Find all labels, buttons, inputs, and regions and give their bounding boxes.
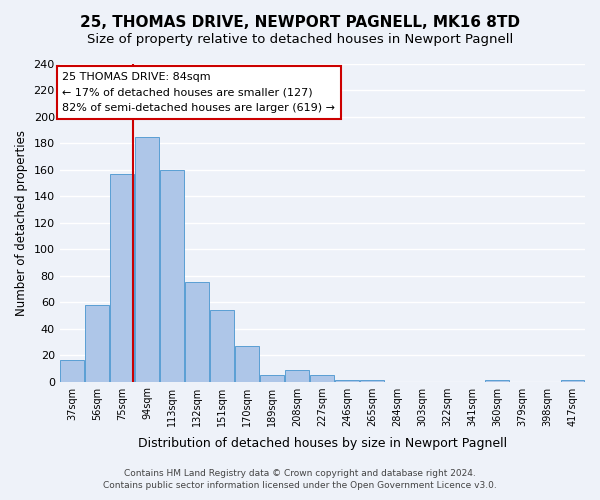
Bar	[310, 375, 334, 382]
Text: Contains HM Land Registry data © Crown copyright and database right 2024.
Contai: Contains HM Land Registry data © Crown c…	[103, 468, 497, 490]
Text: Size of property relative to detached houses in Newport Pagnell: Size of property relative to detached ho…	[87, 32, 513, 46]
Bar	[110, 174, 134, 382]
Bar	[85, 305, 109, 382]
Bar	[185, 282, 209, 382]
Bar	[560, 380, 584, 382]
Bar	[286, 370, 309, 382]
Bar	[135, 137, 159, 382]
X-axis label: Distribution of detached houses by size in Newport Pagnell: Distribution of detached houses by size …	[138, 437, 507, 450]
Y-axis label: Number of detached properties: Number of detached properties	[15, 130, 28, 316]
Bar	[335, 380, 359, 382]
Bar	[260, 375, 284, 382]
Bar	[235, 346, 259, 382]
Bar	[210, 310, 234, 382]
Bar	[361, 380, 385, 382]
Text: 25 THOMAS DRIVE: 84sqm
← 17% of detached houses are smaller (127)
82% of semi-de: 25 THOMAS DRIVE: 84sqm ← 17% of detached…	[62, 72, 335, 113]
Text: 25, THOMAS DRIVE, NEWPORT PAGNELL, MK16 8TD: 25, THOMAS DRIVE, NEWPORT PAGNELL, MK16 …	[80, 15, 520, 30]
Bar	[160, 170, 184, 382]
Bar	[60, 360, 84, 382]
Bar	[485, 380, 509, 382]
